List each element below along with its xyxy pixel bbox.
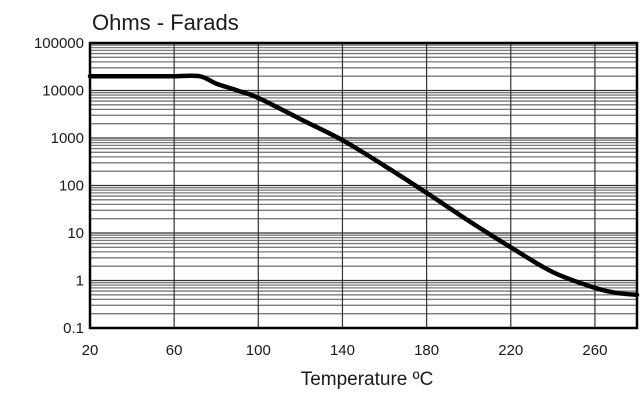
x-tick-label: 60 xyxy=(166,342,183,359)
x-tick-label: 140 xyxy=(330,342,355,359)
x-tick-label: 220 xyxy=(498,342,523,359)
y-tick-label: 1 xyxy=(76,273,84,290)
y-tick-label: 0.1 xyxy=(63,320,84,337)
y-tick-label: 1000 xyxy=(51,130,84,147)
y-tick-label: 100 xyxy=(59,178,84,195)
x-tick-label: 180 xyxy=(414,342,439,359)
grid-layer xyxy=(90,43,637,328)
y-tick-label: 100000 xyxy=(34,35,84,52)
x-axis-label: Temperature ºC xyxy=(301,369,434,390)
x-tick-label: 20 xyxy=(82,342,99,359)
tick-labels: 0.1 1 10 100 1000 10000 100000 20 60 100 140 180 220… xyxy=(34,35,608,359)
x-tick-label: 260 xyxy=(582,342,607,359)
chart-title: Ohms - Farads xyxy=(92,10,239,35)
y-tick-label: 10000 xyxy=(42,83,84,100)
x-tick-label: 100 xyxy=(246,342,271,359)
y-tick-label: 10 xyxy=(67,225,84,242)
